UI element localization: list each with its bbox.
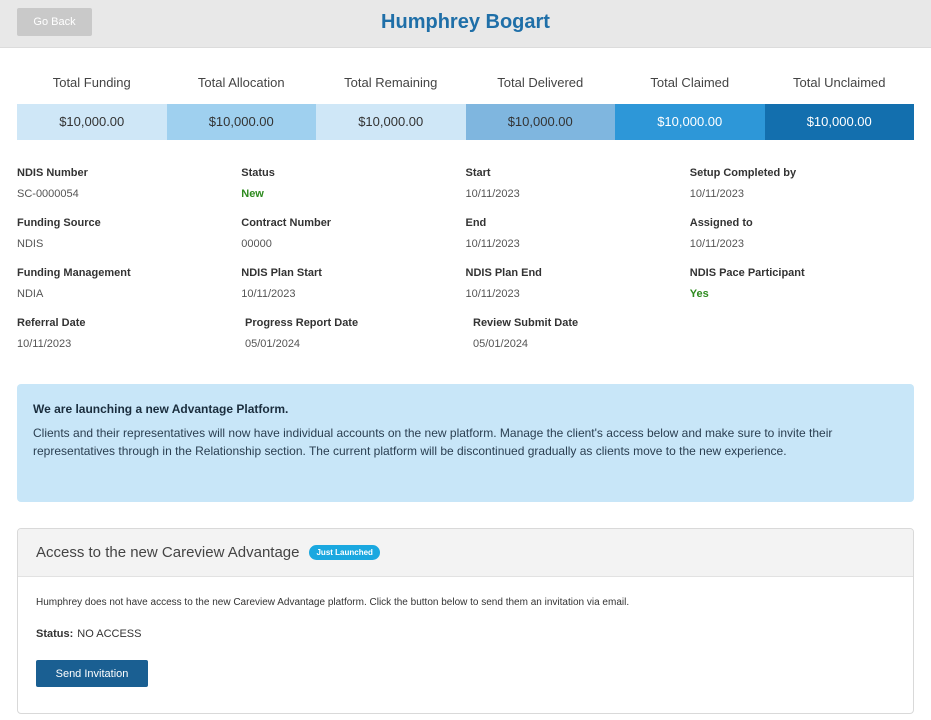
access-card-header: Access to the new Careview Advantage Jus… xyxy=(18,529,913,577)
setup-completed-by-field: Setup Completed by 10/11/2023 xyxy=(690,166,914,216)
total-unclaimed-value: $10,000.00 xyxy=(764,104,914,140)
total-claimed-value: $10,000.00 xyxy=(615,104,765,140)
contract-number-field: Contract Number 00000 xyxy=(241,216,465,266)
progress-report-date-label: Progress Report Date xyxy=(245,317,359,329)
funding-source-value: NDIS xyxy=(17,238,44,250)
assigned-to-label: Assigned to xyxy=(689,217,753,229)
total-funding-label: Total Funding xyxy=(52,75,131,90)
total-remaining-label: Total Remaining xyxy=(344,75,438,90)
total-delivered-label: Total Delivered xyxy=(497,75,584,90)
total-claimed-label: Total Claimed xyxy=(650,75,730,90)
access-description: Humphrey does not have access to the new… xyxy=(36,597,630,608)
advantage-access-card: Access to the new Careview Advantage Jus… xyxy=(17,528,914,714)
total-allocation-value: $10,000.00 xyxy=(166,104,316,140)
contract-number-label: Contract Number xyxy=(241,217,332,229)
access-status-value: NO ACCESS xyxy=(77,628,142,640)
start-value: 10/11/2023 xyxy=(465,188,520,200)
ndis-pace-participant-value: Yes xyxy=(689,288,709,300)
ndis-plan-end-field: NDIS Plan End 10/11/2023 xyxy=(466,266,690,316)
ndis-plan-end-label: NDIS Plan End xyxy=(465,267,542,279)
setup-completed-by-label: Setup Completed by xyxy=(689,167,797,179)
funding-management-value: NDIA xyxy=(17,288,44,300)
just-launched-badge: Just Launched xyxy=(309,545,380,560)
ndis-plan-start-field: NDIS Plan Start 10/11/2023 xyxy=(241,266,465,316)
notice-title: We are launching a new Advantage Platfor… xyxy=(33,402,289,416)
ndis-pace-participant-field: NDIS Pace Participant Yes xyxy=(690,266,914,316)
funding-source-field: Funding Source NDIS xyxy=(17,216,241,266)
total-allocation-label: Total Allocation xyxy=(197,75,285,90)
progress-report-date-value: 05/01/2024 xyxy=(245,338,301,350)
progress-report-date-field: Progress Report Date 05/01/2024 xyxy=(245,316,473,366)
start-field: Start 10/11/2023 xyxy=(466,166,690,216)
start-label: Start xyxy=(465,167,491,179)
referral-date-field: Referral Date 10/11/2023 xyxy=(17,316,245,366)
status-label: Status xyxy=(241,167,275,179)
referral-date-label: Referral Date xyxy=(17,317,86,329)
notice-body: Clients and their representatives will n… xyxy=(33,426,833,458)
funding-source-label: Funding Source xyxy=(17,217,101,229)
go-back-button[interactable]: Go Back xyxy=(17,8,92,36)
end-label: End xyxy=(465,217,487,229)
status-value: New xyxy=(241,188,264,200)
ndis-pace-participant-label: NDIS Pace Participant xyxy=(689,267,805,279)
client-info-grid: NDIS Number SC-0000054 Status New Start … xyxy=(17,166,914,366)
totals-values: $10,000.00 $10,000.00 $10,000.00 $10,000… xyxy=(17,104,914,140)
access-status: Status: NO ACCESS xyxy=(36,628,895,640)
top-bar: Go Back Humphrey Bogart xyxy=(0,0,931,48)
total-remaining-value: $10,000.00 xyxy=(316,104,466,140)
total-unclaimed-label: Total Unclaimed xyxy=(793,75,886,90)
ndis-plan-start-value: 10/11/2023 xyxy=(241,288,296,300)
ndis-number-field: NDIS Number SC-0000054 xyxy=(17,166,241,216)
end-value: 10/11/2023 xyxy=(465,238,520,250)
ndis-number-label: NDIS Number xyxy=(17,167,88,179)
ndis-plan-start-label: NDIS Plan Start xyxy=(241,267,322,279)
assigned-to-field: Assigned to 10/11/2023 xyxy=(690,216,914,266)
ndis-plan-end-value: 10/11/2023 xyxy=(465,288,520,300)
send-invitation-button[interactable]: Send Invitation xyxy=(36,660,148,687)
funding-management-label: Funding Management xyxy=(17,267,131,279)
page-title: Humphrey Bogart xyxy=(381,11,550,33)
totals-summary: Total Funding Total Allocation Total Rem… xyxy=(17,68,914,140)
status-field: Status New xyxy=(241,166,465,216)
totals-labels: Total Funding Total Allocation Total Rem… xyxy=(17,68,914,104)
access-card-title: Access to the new Careview Advantage xyxy=(36,544,300,561)
assigned-to-value: 10/11/2023 xyxy=(689,238,744,250)
end-field: End 10/11/2023 xyxy=(466,216,690,266)
access-card-body: Humphrey does not have access to the new… xyxy=(18,577,913,707)
review-submit-date-value: 05/01/2024 xyxy=(473,338,529,350)
referral-date-value: 10/11/2023 xyxy=(17,338,72,350)
access-status-label: Status: xyxy=(36,628,74,640)
setup-completed-by-value: 10/11/2023 xyxy=(689,188,744,200)
ndis-number-value: SC-0000054 xyxy=(17,188,79,200)
review-submit-date-label: Review Submit Date xyxy=(473,317,579,329)
total-funding-value: $10,000.00 xyxy=(17,104,167,140)
review-submit-date-field: Review Submit Date 05/01/2024 xyxy=(473,316,701,366)
total-delivered-value: $10,000.00 xyxy=(465,104,615,140)
contract-number-value: 00000 xyxy=(241,238,272,250)
funding-management-field: Funding Management NDIA xyxy=(17,266,241,316)
platform-launch-notice: We are launching a new Advantage Platfor… xyxy=(17,384,914,502)
